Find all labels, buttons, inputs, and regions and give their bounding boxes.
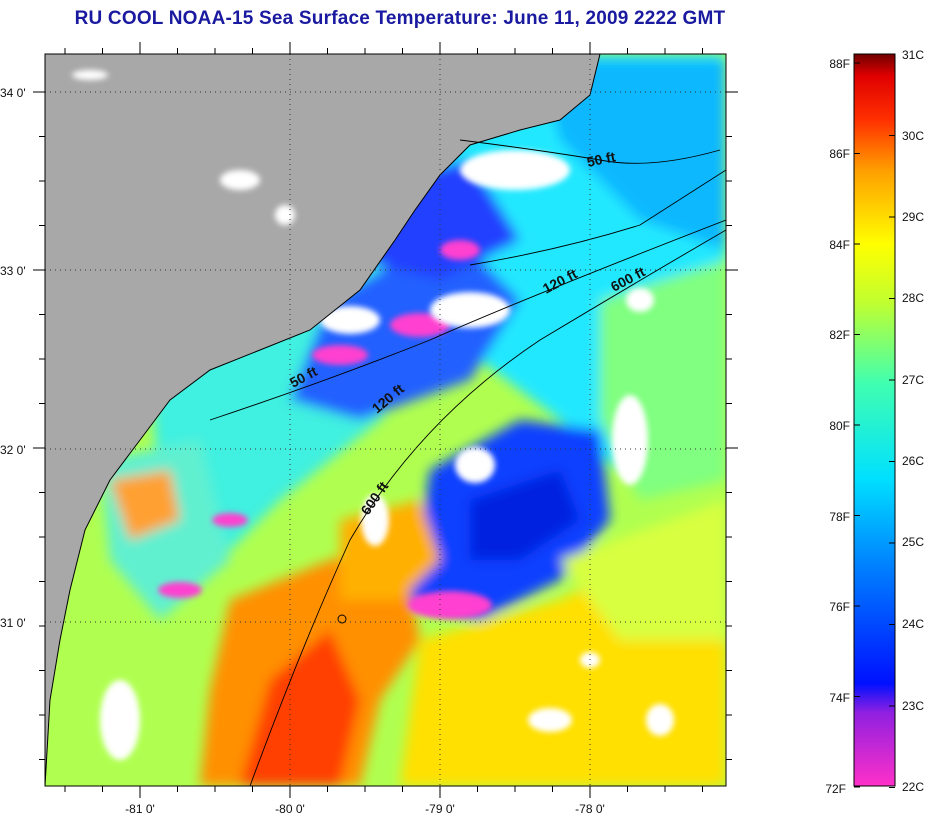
depth-label-50-north: 50 ft <box>585 148 617 170</box>
colorbar-c-label: 25C <box>902 535 924 549</box>
lon-label: -79 0' <box>425 802 455 816</box>
lon-label: -80 0' <box>275 802 305 816</box>
colorbar-f-label: 74F <box>829 691 850 705</box>
longitude-labels: -81 0' -80 0' -79 0' -78 0' <box>125 802 605 816</box>
latitude-labels: 34 0' 33 0' 32 0' 31 0' <box>0 86 26 630</box>
colorbar-c-label: 29C <box>902 210 924 224</box>
lat-label: 34 0' <box>0 86 26 100</box>
colorbar: 88F 86F 84F 82F 80F 78F 76F 74F 72F 31C … <box>825 48 924 796</box>
colorbar-c-label: 31C <box>902 48 924 62</box>
lon-label: -78 0' <box>575 802 605 816</box>
colorbar-f-label: 88F <box>829 57 850 71</box>
colorbar-c-label: 24C <box>902 617 924 631</box>
lat-label: 31 0' <box>0 616 26 630</box>
colorbar-f-label: 82F <box>829 328 850 342</box>
colorbar-f-label: 72F <box>825 782 846 796</box>
colorbar-c-label: 28C <box>902 291 924 305</box>
colorbar-gradient <box>853 53 896 787</box>
colorbar-f-label: 84F <box>829 238 850 252</box>
colorbar-c-label: 30C <box>902 129 924 143</box>
colorbar-c-label: 22C <box>902 780 924 794</box>
lon-label: -81 0' <box>125 802 155 816</box>
colorbar-f-label: 86F <box>829 147 850 161</box>
axis-ticks <box>33 42 738 798</box>
colorbar-c-label: 26C <box>902 454 924 468</box>
lat-label: 33 0' <box>0 264 26 278</box>
fahrenheit-labels: 88F 86F 84F 82F 80F 78F 76F 74F 72F <box>825 57 850 796</box>
colorbar-c-label: 27C <box>902 373 924 387</box>
celsius-labels: 31C 30C 29C 28C 27C 26C 25C 24C 23C 22C <box>902 48 924 794</box>
colorbar-f-label: 76F <box>829 600 850 614</box>
colorbar-c-label: 23C <box>902 699 924 713</box>
colorbar-f-label: 80F <box>829 419 850 433</box>
map-image <box>45 54 726 786</box>
colorbar-f-label: 78F <box>829 510 850 524</box>
lat-label: 32 0' <box>0 443 26 457</box>
map-title: RU COOL NOAA-15 Sea Surface Temperature:… <box>74 8 726 29</box>
